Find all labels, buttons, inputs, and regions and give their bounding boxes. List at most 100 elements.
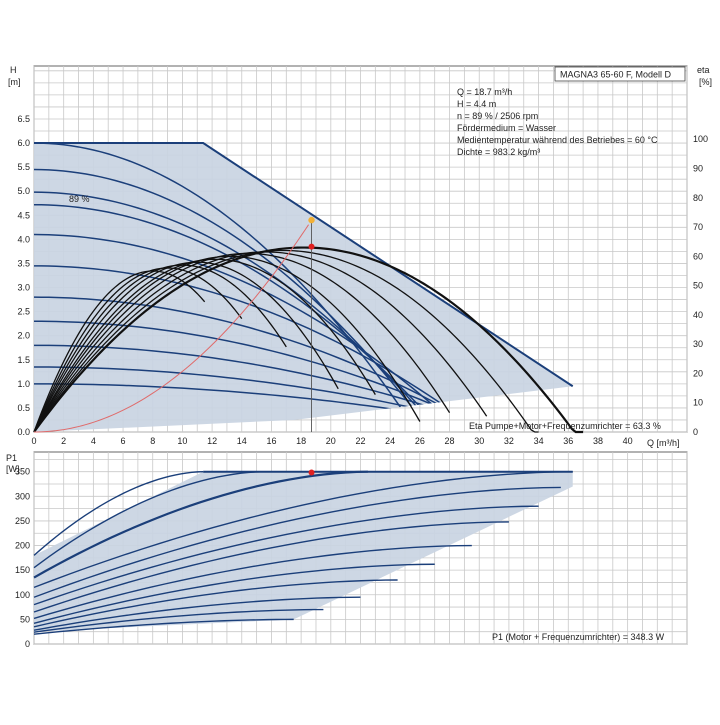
y2-tick-label: 60 [693, 251, 703, 261]
speed-curve-group [34, 143, 524, 433]
y-tick-label: 5.5 [17, 162, 30, 172]
eta-axis-label: eta [697, 65, 710, 75]
x-tick-label: 4 [91, 436, 96, 446]
power-curve [33, 563, 435, 624]
head-axis-unit: [m] [8, 77, 21, 87]
power-curves [33, 470, 573, 635]
x-tick-label: 34 [534, 436, 544, 446]
head-markers [33, 216, 315, 433]
chart-title: MAGNA3 65-60 F, Modell D [560, 70, 672, 80]
x-tick-label: 14 [237, 436, 247, 446]
power-curve [33, 470, 368, 579]
speed-curve [34, 168, 428, 428]
x-tick-label: 36 [563, 436, 573, 446]
title-box [554, 66, 686, 82]
eta-curve [33, 251, 488, 433]
x-tick-label: 40 [623, 436, 633, 446]
power-y-tick-label: 150 [15, 565, 30, 575]
eta-axis-unit: [%] [699, 77, 712, 87]
y-tick-label: 3.0 [17, 283, 30, 293]
eta-curve [33, 249, 539, 433]
info-line: H = 4.4 m [457, 99, 496, 109]
y2-tick-label: 40 [693, 310, 703, 320]
y2-tick-label: 50 [693, 281, 703, 291]
power-footer-label: P1 (Motor + Frequenzumrichter) = 348.3 W [492, 632, 665, 642]
power-y-tick-label: 50 [20, 614, 30, 624]
speed-curve-label: 89 % [69, 194, 90, 204]
eta-curve [33, 252, 451, 433]
head-speed-curves [34, 143, 524, 433]
y-tick-label: 0.5 [17, 403, 30, 413]
power-markers [308, 469, 315, 476]
y-tick-label: 1.0 [17, 379, 30, 389]
power-curve [33, 505, 539, 606]
power-curve [33, 470, 204, 556]
eta-curve [33, 270, 206, 433]
info-line: Fördermedium = Wasser [457, 123, 556, 133]
y-tick-label: 2.5 [17, 307, 30, 317]
info-line: Medientemperatur während des Betriebes =… [457, 135, 658, 145]
power-curve [33, 596, 361, 631]
power-panel: 0 50 100 150 200 250 300 350 [15, 451, 688, 649]
flow-axis-label: Q [m³/h] [647, 438, 680, 448]
power-y-tick-label: 100 [15, 590, 30, 600]
y-tick-label: 1.5 [17, 355, 30, 365]
y2-tick-label: 0 [693, 427, 698, 437]
power-duty-marker [308, 469, 315, 476]
duty-point-marker [308, 216, 315, 224]
power-operating-area-shape [34, 471, 573, 632]
x-tick-label: 26 [415, 436, 425, 446]
x-tick-label: 12 [207, 436, 217, 446]
x-tick-label: 8 [150, 436, 155, 446]
power-curve [33, 486, 561, 598]
eta-curve [33, 261, 339, 433]
y2-tick-label: 100 [693, 134, 708, 144]
x-tick-label: 30 [474, 436, 484, 446]
eta-curves [33, 246, 584, 434]
power-curve [33, 579, 398, 628]
max-curve [34, 142, 574, 388]
x-tick-label: 20 [326, 436, 336, 446]
power-y-tick-label: 250 [15, 516, 30, 526]
eta-point-marker [308, 243, 315, 250]
power-curve [33, 521, 509, 613]
system-curve [33, 224, 309, 433]
eta-footer-label: Eta Pumpe+Motor+Frequenzumrichter = 63.3… [469, 421, 661, 431]
head-panel: 0 2 4 6 8 10 12 14 16 18 20 22 24 26 28 30 32 34 36 38 400.0… [17, 65, 708, 446]
power-curve [33, 618, 294, 635]
x-tick-label: 10 [177, 436, 187, 446]
y-tick-label: 4.0 [17, 234, 30, 244]
x-tick-label: 0 [31, 436, 36, 446]
x-tick-label: 32 [504, 436, 514, 446]
y2-tick-label: 80 [693, 193, 703, 203]
power-curve [33, 608, 324, 633]
info-line: Q = 18.7 m³/h [457, 87, 512, 97]
y-tick-label: 5.0 [17, 186, 30, 196]
x-tick-label: 38 [593, 436, 603, 446]
x-tick-label: 22 [355, 436, 365, 446]
y2-tick-label: 20 [693, 368, 703, 378]
y-tick-label: 0.0 [17, 427, 30, 437]
head-operating-area [34, 142, 574, 433]
power-curve [33, 470, 573, 589]
info-block: Q = 18.7 m³/h H = 4.4 m n = 89 % / 2506 … [457, 87, 658, 157]
y-tick-label: 6.5 [17, 114, 30, 124]
power-y-tick-label: 200 [15, 541, 30, 551]
power-curve [33, 470, 265, 569]
head-tick-labels: 0 2 4 6 8 10 12 14 16 18 20 22 24 26 28 30 32 34 36 38 400.0… [17, 114, 708, 446]
x-tick-label: 16 [266, 436, 276, 446]
y2-tick-label: 10 [693, 398, 703, 408]
x-tick-label: 24 [385, 436, 395, 446]
y-tick-label: 6.0 [17, 138, 30, 148]
y2-tick-label: 30 [693, 339, 703, 349]
power-y-tick-label: 300 [15, 491, 30, 501]
y2-tick-label: 90 [693, 163, 703, 173]
y-tick-label: 3.5 [17, 258, 30, 268]
operating-area [34, 143, 573, 433]
speed-curve [34, 320, 487, 430]
eta-curve [33, 255, 421, 433]
eta-curve [33, 267, 243, 433]
eta-curve [33, 246, 584, 434]
x-tick-label: 2 [61, 436, 66, 446]
